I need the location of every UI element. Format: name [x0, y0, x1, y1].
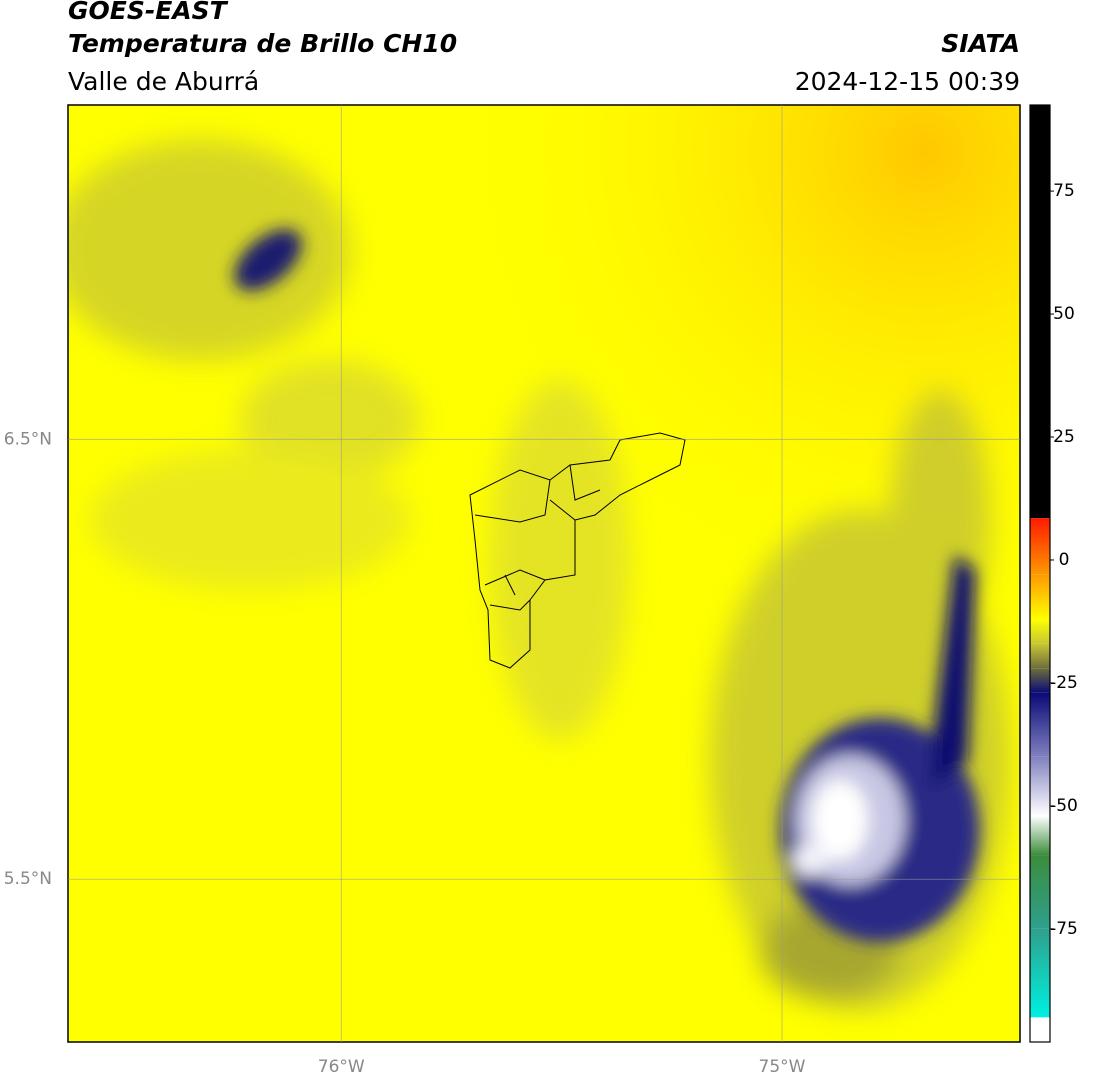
colorbar: [1030, 105, 1050, 1042]
colorbar-segment: [1030, 668, 1050, 693]
satellite-title: GOES-EAST: [68, 0, 229, 25]
timestamp: 2024-12-15 00:39: [795, 67, 1020, 96]
colorbar-segment: [1030, 1017, 1050, 1042]
colorbar-tick-label: 25: [1053, 427, 1075, 447]
region-subtitle: Valle de Aburrá: [68, 67, 259, 96]
colorbar-segment: [1030, 692, 1050, 757]
colorbar-tick-label: 75: [1053, 181, 1075, 201]
product-title: Temperatura de Brillo CH10: [68, 29, 457, 58]
lat-label: 5.5°N: [4, 869, 52, 889]
colorbar-segment: [1030, 928, 1050, 1018]
colorbar-segment: [1030, 855, 1050, 929]
colorbar-segment: [1030, 643, 1050, 669]
colorbar-segment: [1030, 574, 1050, 619]
colorbar-segment: [1030, 815, 1050, 856]
valle-de-aburra-outline: [469, 432, 686, 669]
colorbar-segment: [1030, 518, 1050, 575]
colorbar-segment: [1030, 618, 1050, 644]
colorbar-tick-label: 0: [1059, 550, 1070, 570]
agency-label: SIATA: [941, 29, 1020, 58]
lon-label: 75°W: [759, 1057, 806, 1077]
colorbar-tick-label: 50: [1053, 304, 1075, 324]
colorbar-frame: [1029, 104, 1051, 1043]
colorbar-tick-label: -75: [1050, 919, 1078, 939]
map-frame: [67, 104, 1021, 1043]
cold-clouds: [234, 229, 980, 942]
satellite-image: [68, 105, 1020, 1042]
colorbar-segment: [1030, 756, 1050, 816]
colorbar-tick-label: -25: [1050, 673, 1078, 693]
lat-label: 6.5°N: [4, 429, 52, 449]
colorbar-segment: [1030, 105, 1050, 519]
colorbar-tick-label: -50: [1050, 796, 1078, 816]
lon-label: 76°W: [318, 1057, 365, 1077]
